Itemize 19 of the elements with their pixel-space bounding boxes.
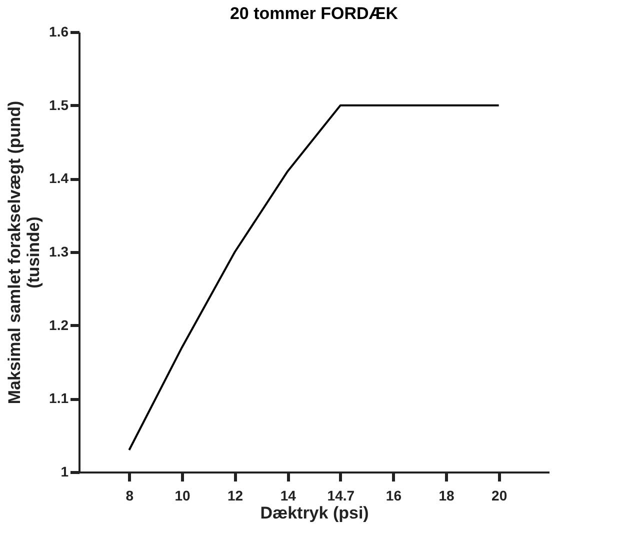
y-axis-title: Maksimal samlet forakselvægt (pund) (tusinde) — [5, 100, 44, 404]
line-series — [128, 104, 500, 451]
x-tick-label: 14 — [280, 488, 296, 504]
x-tick-label: 10 — [174, 488, 190, 504]
x-tick-label: 18 — [438, 488, 455, 504]
x-tick-label: 8 — [126, 488, 134, 504]
y-tick-label: 1.3 — [49, 244, 69, 260]
y-tick-label: 1.5 — [49, 96, 69, 113]
y-tick-label: 1.2 — [49, 316, 69, 333]
chart-title: 20 tommer FORDÆK — [230, 4, 399, 23]
x-tick-label: 16 — [386, 488, 402, 504]
x-tick-label: 20 — [492, 488, 508, 504]
y-tick-label: 1.4 — [49, 170, 69, 186]
x-tick-label: 14.7 — [327, 488, 355, 504]
x-axis-title: Dæktryk (psi) — [260, 504, 369, 522]
y-tick-label: 1.6 — [49, 24, 69, 40]
y-tick-label: 1.1 — [49, 390, 69, 406]
y-tick-label: 1 — [60, 464, 69, 480]
x-tick-label: 12 — [227, 488, 244, 504]
